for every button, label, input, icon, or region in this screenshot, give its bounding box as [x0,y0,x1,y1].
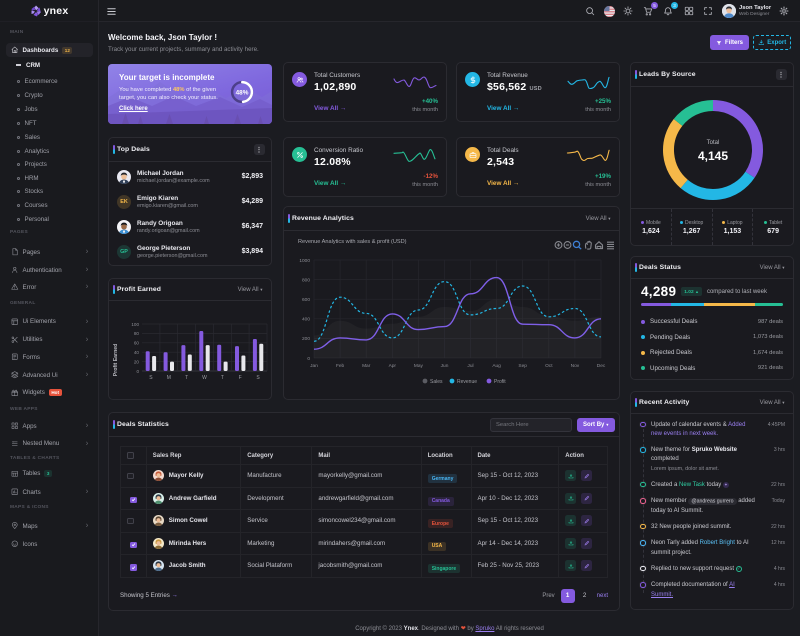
svg-text:Jun: Jun [441,363,449,369]
svg-text:0: 0 [307,356,310,362]
svg-text:200: 200 [302,336,310,342]
svg-text:48%: 48% [236,89,249,96]
svg-text:Revenue: Revenue [457,379,477,385]
svg-text:Aug: Aug [492,363,501,369]
svg-text:Dec: Dec [597,363,606,369]
svg-text:Feb: Feb [336,363,345,369]
svg-text:60: 60 [134,341,140,346]
svg-text:40: 40 [134,350,140,355]
svg-text:Total: Total [707,140,720,146]
svg-text:F: F [239,375,242,381]
svg-text:Sales: Sales [430,379,443,385]
svg-text:Revenue Analytics with sales &: Revenue Analytics with sales & profit (U… [298,239,407,245]
svg-text:600: 600 [302,297,310,303]
svg-text:100: 100 [131,322,139,327]
svg-text:Oct: Oct [545,363,553,369]
svg-text:Jan: Jan [310,363,318,369]
svg-text:Sep: Sep [518,363,527,369]
svg-text:Nov: Nov [571,363,580,369]
svg-text:S: S [256,375,260,381]
svg-text:T: T [185,375,188,381]
svg-text:1000: 1000 [299,258,310,264]
svg-text:M: M [167,375,171,381]
svg-text:Jul: Jul [467,363,473,369]
svg-text:400: 400 [302,317,310,323]
svg-text:4,145: 4,145 [698,149,728,163]
svg-text:Apr: Apr [389,363,397,369]
svg-text:May: May [414,363,424,369]
svg-text:Profit Earned: Profit Earned [113,344,119,377]
svg-text:T: T [221,375,224,381]
svg-text:0: 0 [136,369,139,374]
svg-text:20: 20 [134,359,140,364]
svg-text:S: S [149,375,153,381]
svg-text:Profit: Profit [494,379,506,385]
svg-text:80: 80 [134,331,140,336]
svg-text:W: W [202,375,207,381]
svg-text:Mar: Mar [362,363,371,369]
svg-text:800: 800 [302,277,310,283]
